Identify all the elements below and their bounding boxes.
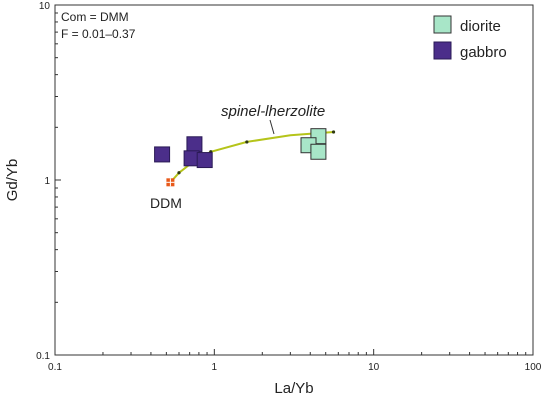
y-tick-label: 1	[44, 176, 50, 187]
y-tick-label: 0.1	[36, 351, 50, 362]
legend-swatch-diorite	[433, 15, 452, 34]
y-tick-label: 10	[39, 1, 51, 12]
y-axis-title: Gd/Yb	[4, 159, 21, 202]
model-composition-note: Com = DMM	[61, 10, 129, 24]
data-point-layer	[154, 128, 327, 187]
melting-fraction-note: F = 0.01–0.37	[61, 27, 136, 41]
gabbro-sample-point	[196, 152, 213, 169]
x-tick-label: 1	[212, 362, 218, 373]
tick-labels: 0.1 1 10 100 0.1 1 10	[36, 1, 542, 373]
curve-label-leader	[269, 119, 275, 135]
point-label-ddm: DDM	[150, 195, 182, 211]
x-tick-label: 10	[368, 362, 380, 373]
x-tick-label: 100	[525, 362, 542, 373]
melting-step-marker	[245, 140, 249, 144]
axis-ticks	[54, 4, 534, 356]
curve-label-spinel-lherzolite: spinel-lherzolite	[221, 103, 325, 120]
plot-frame	[54, 4, 534, 356]
legend-swatch-gabbro	[433, 41, 452, 60]
melting-step-marker	[177, 171, 181, 175]
gabbro-sample-point	[154, 146, 171, 163]
x-tick-label: 0.1	[48, 362, 62, 373]
legend: diorite gabbro	[433, 15, 507, 61]
legend-label-gabbro: gabbro	[460, 44, 507, 61]
x-axis-title: La/Yb	[274, 380, 313, 397]
diorite-sample-point	[310, 143, 327, 160]
legend-label-diorite: diorite	[460, 18, 501, 35]
melting-curve-layer	[169, 130, 336, 183]
melting-step-marker	[331, 130, 336, 134]
gabbro-sample-point	[186, 136, 203, 153]
